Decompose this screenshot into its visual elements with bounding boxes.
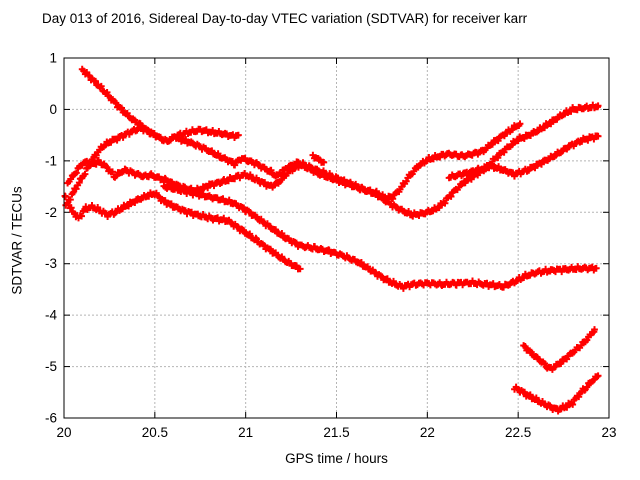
y-tick-label: 1 [49,51,57,66]
arc-minus2-descender [61,189,304,273]
x-tick-label: 20.5 [142,425,168,440]
x-tick-label: 21 [238,425,253,440]
arc-long-bottom-flat [160,182,600,292]
y-tick-label: -5 [45,359,57,374]
x-tick-label: 23 [601,425,616,440]
arc-upper-v [520,326,598,373]
y-tick-label: -2 [45,205,57,220]
x-tick-labels: 20 20.5 21 21.5 22 22.5 23 [56,425,616,440]
x-axis-label: GPS time / hours [285,451,388,466]
plot-border [63,57,610,419]
chart-title: Day 013 of 2016, Sidereal Day-to-day VTE… [42,11,528,26]
x-tick-label: 22 [420,425,435,440]
y-tick-label: -4 [45,308,57,323]
y-tick-label: -6 [45,411,57,426]
y-tick-label: 0 [49,102,57,117]
y-tick-label: -1 [45,153,57,168]
x-tick-label: 20 [56,425,71,440]
x-tick-label: 21.5 [323,425,349,440]
arc-right-moderate-riser [445,132,602,182]
data-points [61,65,602,415]
y-tick-label: -3 [45,256,57,271]
arc-isolated-cluster [309,151,328,166]
y-axis-label: SDTVAR / TECUs [9,186,25,295]
y-tick-labels: 1 0 -1 -2 -3 -4 -5 -6 [45,51,57,426]
arc-lower-v [511,372,602,415]
grid-lines [64,58,609,418]
x-tick-label: 22.5 [505,425,531,440]
